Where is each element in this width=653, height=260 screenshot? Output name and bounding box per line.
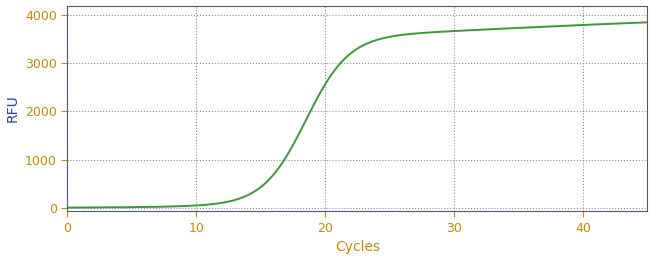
- X-axis label: Cycles: Cycles: [335, 240, 380, 255]
- Y-axis label: RFU: RFU: [6, 95, 20, 122]
